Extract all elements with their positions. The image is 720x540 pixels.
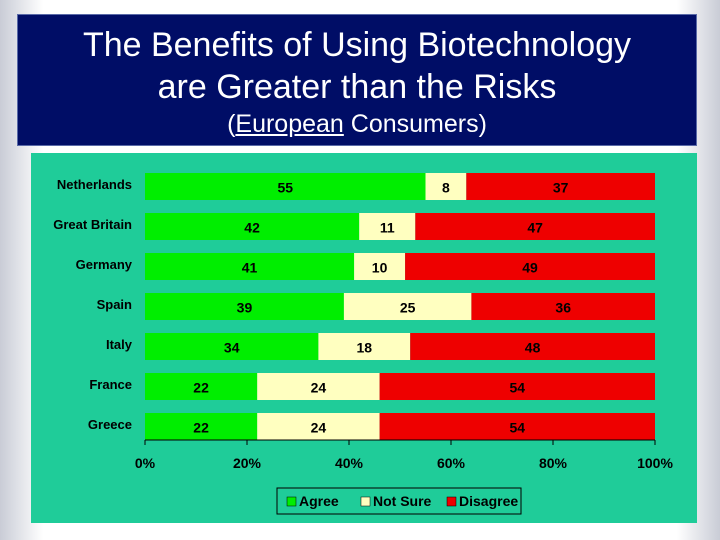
- value-label-italy-disagree: 48: [525, 340, 541, 356]
- stacked-bar-chart: Netherlands 55 8 37 Great Britain 42 11 47 Germa…: [53, 173, 673, 515]
- value-label-netherlands-disagree: 37: [553, 180, 569, 196]
- value-label-spain-agree: 39: [237, 300, 253, 316]
- bar-germany-disagree: [405, 253, 655, 280]
- chart-panel: Netherlands 55 8 37 Great Britain 42 11 47 Germa…: [31, 153, 697, 523]
- category-label-netherlands: Netherlands: [57, 177, 132, 192]
- bar-france-disagree: [379, 373, 655, 400]
- legend-box: [276, 487, 522, 515]
- x-tick-label-0: 0%: [135, 455, 156, 471]
- x-tick-label-1: 20%: [233, 455, 262, 471]
- legend-swatch-agree: [286, 496, 297, 507]
- value-label-netherlands-not-sure: 8: [442, 180, 450, 196]
- bar-italy-agree: [145, 333, 319, 360]
- value-label-france-not-sure: 24: [311, 380, 327, 396]
- category-label-spain: Spain: [97, 297, 132, 312]
- value-label-spain-not-sure: 25: [400, 300, 416, 316]
- category-label-great-britain: Great Britain: [53, 217, 132, 232]
- value-label-france-disagree: 54: [510, 380, 526, 396]
- bar-germany-not-sure: [354, 253, 406, 280]
- title-line-2: are Greater than the Risks: [157, 68, 557, 106]
- category-label-germany: Germany: [76, 257, 133, 272]
- title-line-1: The Benefits of Using Biotechnology: [82, 26, 632, 64]
- value-label-greece-not-sure: 24: [311, 420, 327, 436]
- subtitle-rest: Consumers): [343, 110, 487, 138]
- title-banner: The Benefits of Using Biotechnology are …: [17, 14, 697, 146]
- bar-netherlands-disagree: [466, 173, 655, 200]
- value-label-greece-agree: 22: [193, 420, 209, 436]
- subtitle-underlined-word: European: [235, 110, 344, 138]
- bar-spain-agree: [145, 293, 344, 320]
- category-label-france: France: [89, 377, 132, 392]
- value-label-netherlands-agree: 55: [277, 180, 293, 196]
- bar-spain-not-sure: [343, 293, 472, 320]
- value-label-france-agree: 22: [193, 380, 209, 396]
- bar-netherlands-not-sure: [425, 173, 467, 200]
- value-label-greece-disagree: 54: [510, 420, 526, 436]
- bar-greece-not-sure: [257, 413, 380, 440]
- bar-great-britain-not-sure: [359, 213, 416, 240]
- x-tick-label-3: 60%: [437, 455, 466, 471]
- value-label-italy-not-sure: 18: [357, 340, 373, 356]
- value-label-germany-agree: 41: [242, 260, 258, 276]
- x-tick-label-4: 80%: [539, 455, 568, 471]
- legend-label-agree: Agree: [299, 493, 339, 509]
- bar-great-britain-disagree: [415, 213, 655, 240]
- bar-greece-disagree: [379, 413, 655, 440]
- value-label-germany-not-sure: 10: [372, 260, 388, 276]
- bar-spain-disagree: [471, 293, 655, 320]
- value-label-great-britain-not-sure: 11: [380, 220, 395, 236]
- value-label-spain-disagree: 36: [555, 300, 571, 316]
- legend-swatch-disagree: [446, 496, 457, 507]
- subtitle-open-paren: (: [227, 110, 236, 138]
- value-label-germany-disagree: 49: [522, 260, 538, 276]
- category-label-italy: Italy: [106, 337, 133, 352]
- value-label-great-britain-disagree: 47: [527, 220, 543, 236]
- bar-italy-not-sure: [318, 333, 411, 360]
- value-label-great-britain-agree: 42: [244, 220, 260, 236]
- bar-germany-agree: [145, 253, 355, 280]
- subtitle: (European Consumers): [18, 109, 696, 139]
- bar-greece-agree: [145, 413, 258, 440]
- bar-italy-disagree: [410, 333, 655, 360]
- legend-swatch-not-sure: [360, 496, 371, 507]
- category-label-greece: Greece: [88, 417, 132, 432]
- legend-label-disagree: Disagree: [459, 493, 518, 509]
- x-tick-label-5: 100%: [637, 455, 673, 471]
- x-tick-label-2: 40%: [335, 455, 364, 471]
- bar-great-britain-agree: [145, 213, 360, 240]
- bar-netherlands-agree: [145, 173, 426, 200]
- bar-france-not-sure: [257, 373, 380, 400]
- bar-france-agree: [145, 373, 258, 400]
- legend-label-not-sure: Not Sure: [373, 493, 432, 509]
- value-label-italy-agree: 34: [224, 340, 240, 356]
